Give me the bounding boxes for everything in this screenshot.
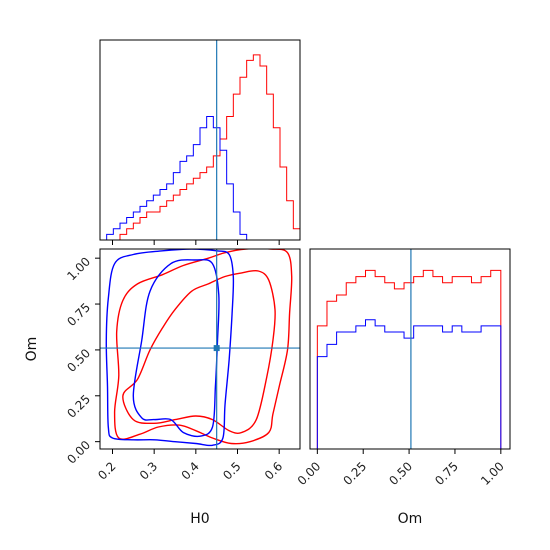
tick-label-h0-x: 0.6 <box>262 459 285 482</box>
truth-marker <box>213 345 220 352</box>
tick-label-om-y: 0.00 <box>64 438 93 467</box>
xlabel-om: Om <box>398 511 423 527</box>
contour-red-outer <box>113 249 293 445</box>
hist-om-series <box>310 269 510 449</box>
hist-h0-series <box>100 54 300 240</box>
tick-label-om-y: 0.50 <box>64 346 93 375</box>
tick-label-h0-x: 0.4 <box>179 459 202 482</box>
tick-label-om-x: 0.25 <box>341 459 370 488</box>
hist-om-blue <box>310 319 510 449</box>
tick-label-om-x: 0.75 <box>432 459 461 488</box>
tick-label-om-x: 1.00 <box>478 459 507 488</box>
hist-h0-frame <box>99 39 301 241</box>
tick-label-h0-x: 0.3 <box>137 459 160 482</box>
contour-red-inner <box>122 269 276 434</box>
tick-label-om-x: 0.00 <box>295 459 324 488</box>
joint-frame <box>99 248 301 450</box>
hist-h0-blue <box>100 116 300 240</box>
hist-h0-red <box>100 54 300 240</box>
contour-blue-outer <box>105 249 235 447</box>
tick-label-h0-x: 0.5 <box>220 459 243 482</box>
ylabel-om: Om <box>24 337 40 362</box>
contour-series <box>105 249 293 447</box>
tick-label-om-y: 0.75 <box>64 300 93 329</box>
xlabel-h0: H0 <box>190 511 209 527</box>
hist-om-red <box>310 269 510 449</box>
tick-label-om-y: 1.00 <box>64 254 93 283</box>
tick-label-h0-x: 0.2 <box>95 459 118 482</box>
tick-label-om-y: 0.25 <box>64 392 93 421</box>
tick-label-om-x: 0.50 <box>386 459 415 488</box>
hist-om-frame <box>309 248 511 450</box>
